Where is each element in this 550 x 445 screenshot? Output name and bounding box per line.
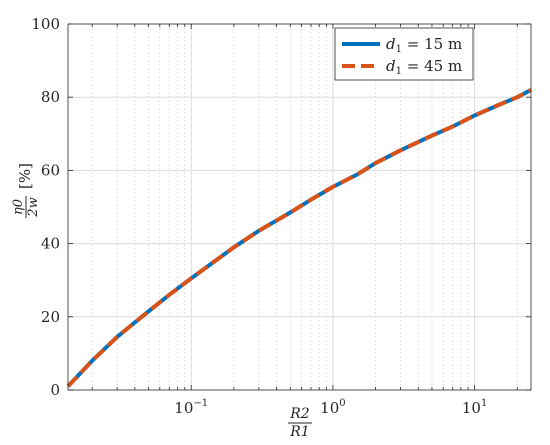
legend-label-2: d1 = 45 m bbox=[386, 57, 462, 77]
x-tick-label: 101 bbox=[462, 398, 487, 417]
x-tick-label: 100 bbox=[320, 398, 345, 417]
x-tick-label: 10−1 bbox=[174, 398, 208, 417]
x-tick-label-exponent: 1 bbox=[481, 398, 487, 409]
plot-series bbox=[66, 88, 532, 388]
y-axis-label-denominator: 2w bbox=[26, 197, 41, 217]
y-tick-label: 20 bbox=[41, 308, 60, 326]
legend: d1 = 15 m d1 = 45 m bbox=[334, 27, 474, 81]
y-tick-label: 100 bbox=[31, 15, 60, 33]
x-axis-label-numerator: R2 bbox=[289, 406, 310, 422]
x-tick-label-base: 10 bbox=[174, 399, 193, 417]
y-tick-label: 40 bbox=[41, 235, 60, 253]
legend-label-2-rest: = 45 m bbox=[402, 57, 462, 75]
y-axis-label: η0 2w [%] bbox=[11, 163, 41, 218]
legend-label-2-sub: 1 bbox=[396, 66, 402, 77]
y-axis-label-unit: [%] bbox=[16, 163, 34, 189]
x-tick-label-exponent: −1 bbox=[193, 398, 208, 409]
series-line-1 bbox=[66, 88, 532, 388]
y-tick-label: 60 bbox=[41, 161, 60, 179]
y-tick-label: 80 bbox=[41, 88, 60, 106]
y-tick-label: 0 bbox=[50, 381, 60, 399]
series-line-2 bbox=[66, 88, 532, 388]
grid bbox=[68, 24, 531, 390]
plot-frame bbox=[67, 23, 532, 391]
x-tick-label-exponent: 0 bbox=[339, 398, 345, 409]
x-axis-label-denominator: R1 bbox=[289, 424, 309, 440]
legend-label-2-var: d bbox=[386, 57, 396, 75]
y-axis-label-numerator: η0 bbox=[11, 199, 26, 215]
legend-label-1: d1 = 15 m bbox=[386, 35, 462, 55]
x-tick-label-base: 10 bbox=[320, 399, 339, 417]
legend-label-1-rest: = 15 m bbox=[402, 35, 462, 53]
legend-box bbox=[334, 27, 474, 81]
legend-label-1-sub: 1 bbox=[396, 44, 402, 55]
x-axis-label: R2 R1 bbox=[288, 406, 312, 440]
legend-label-1-var: d bbox=[386, 35, 396, 53]
x-tick-label-base: 10 bbox=[462, 399, 481, 417]
